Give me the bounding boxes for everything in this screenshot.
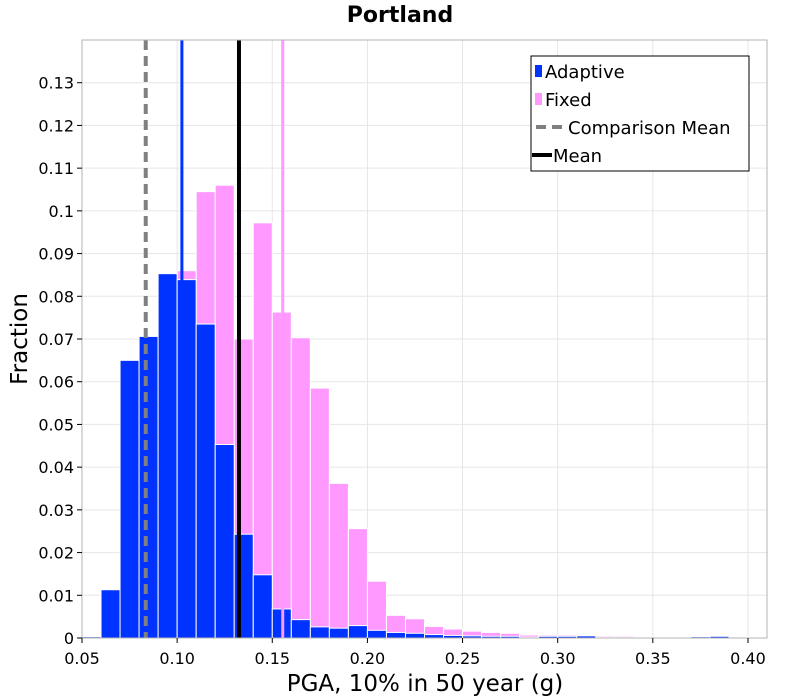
fixed-bar xyxy=(366,580,387,639)
y-tick-label: 0.04 xyxy=(38,458,74,477)
legend-label: Fixed xyxy=(545,90,592,111)
adaptive-bar xyxy=(385,631,406,639)
y-tick-label: 0.01 xyxy=(38,586,74,605)
y-tick-label: 0.07 xyxy=(38,330,74,349)
fixed-bar xyxy=(290,337,311,639)
adaptive-bar xyxy=(347,625,368,639)
adaptive-bar xyxy=(290,619,311,639)
y-tick-label: 0.03 xyxy=(38,501,74,520)
adaptive-bar xyxy=(100,589,121,639)
mean-lines xyxy=(143,40,285,638)
legend-symbol xyxy=(535,93,542,105)
x-tick-label: 0.35 xyxy=(635,649,671,668)
x-tick-label: 0.25 xyxy=(445,649,481,668)
adaptive-bar xyxy=(157,273,178,639)
legend-item-adaptive: Adaptive xyxy=(535,62,625,83)
adaptive-bar xyxy=(195,323,216,639)
x-tick-label: 0.20 xyxy=(350,649,386,668)
x-tick-label: 0.05 xyxy=(64,649,100,668)
y-tick-label: 0 xyxy=(64,629,74,648)
y-tick-label: 0.06 xyxy=(38,373,74,392)
y-tick-label: 0.02 xyxy=(38,544,74,563)
adaptive-bar xyxy=(328,627,349,639)
legend: Adaptive Fixed Comparison Mean Mean xyxy=(530,55,750,172)
y-tick-label: 0.05 xyxy=(38,415,74,434)
y-tick-label: 0.08 xyxy=(38,287,74,306)
legend-item-mean: Mean xyxy=(532,146,602,167)
x-tick-label: 0.10 xyxy=(159,649,195,668)
y-axis-label: Fraction xyxy=(7,293,33,385)
fixed-bar xyxy=(347,528,368,639)
adaptive-bar xyxy=(309,626,330,639)
adaptive-bar xyxy=(176,279,197,639)
adaptive-bar xyxy=(214,444,235,639)
adaptive-bar xyxy=(424,634,445,639)
fixed-bar xyxy=(309,387,330,639)
y-tick-label: 0.11 xyxy=(38,159,74,178)
x-tick-label: 0.30 xyxy=(540,649,576,668)
adaptive-bar xyxy=(252,574,273,639)
adaptive-bar xyxy=(366,629,387,639)
adaptive-bar xyxy=(138,335,159,639)
x-tick-label: 0.15 xyxy=(254,649,290,668)
adaptive-bar xyxy=(404,632,426,639)
chart-title: Portland xyxy=(347,3,453,28)
y-tick-label: 0.09 xyxy=(38,245,74,264)
legend-label: Mean xyxy=(553,146,602,167)
y-tick-label: 0.12 xyxy=(38,116,74,135)
legend-symbol xyxy=(535,65,542,77)
legend-label: Adaptive xyxy=(545,62,625,83)
adaptive-bar xyxy=(119,359,140,639)
fixed-bar xyxy=(328,482,349,639)
legend-item-comparison-mean: Comparison Mean xyxy=(536,118,731,139)
y-tick-label: 0.13 xyxy=(38,74,74,93)
legend-box xyxy=(530,55,750,172)
legend-label: Comparison Mean xyxy=(568,118,731,139)
y-axis-ticks: 0 0.01 0.02 0.03 0.04 0.05 0.06 0.07 0.08 0.09 0.1… xyxy=(38,74,82,648)
y-tick-label: 0.1 xyxy=(49,202,74,221)
x-axis-label: PGA, 10% in 50 year (g) xyxy=(287,671,564,697)
x-axis-ticks: 0.05 0.10 0.15 0.20 0.25 0.30 0.35 0.40 xyxy=(64,638,766,668)
x-tick-label: 0.40 xyxy=(730,649,766,668)
legend-item-fixed: Fixed xyxy=(535,90,592,111)
